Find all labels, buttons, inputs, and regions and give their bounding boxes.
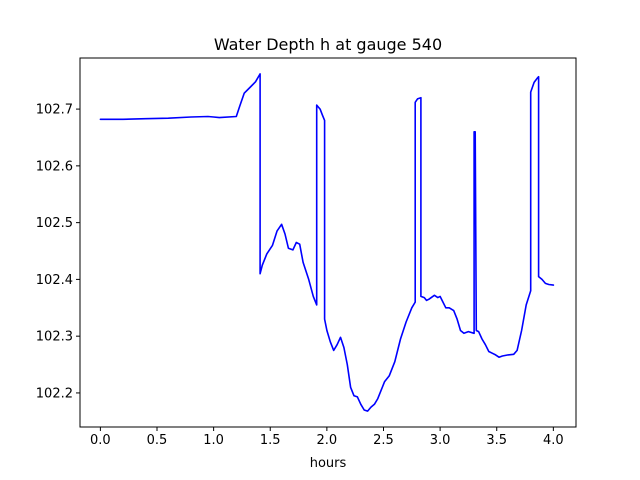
x-tick-label: 2.0 [317, 433, 338, 448]
x-tick-label: 4.0 [543, 433, 564, 448]
series-line [99, 73, 555, 412]
y-tick-label: 102.2 [36, 386, 73, 401]
x-tick-label: 2.5 [373, 433, 394, 448]
x-tick-label: 1.0 [203, 433, 224, 448]
y-tick-label: 102.7 [36, 103, 73, 118]
x-tick-label: 0.5 [147, 433, 168, 448]
series-layer [99, 73, 555, 412]
x-axis-ticks: 0.0 0.5 1.0 1.5 2.0 2.5 3.0 3.5 4.0 [90, 427, 564, 448]
x-tick-label: 3.5 [486, 433, 507, 448]
y-tick-label: 102.3 [36, 330, 73, 345]
y-tick-label: 102.5 [36, 216, 73, 231]
chart-title: Water Depth h at gauge 540 [214, 35, 442, 54]
x-tick-label: 1.5 [260, 433, 281, 448]
x-axis-label: hours [310, 456, 347, 471]
y-axis-ticks: 102.2 102.3 102.4 102.5 102.6 102.7 [36, 103, 80, 401]
x-tick-label: 0.0 [90, 433, 111, 448]
plot-area-frame [79, 57, 577, 428]
x-tick-label: 3.0 [430, 433, 451, 448]
y-tick-label: 102.6 [36, 159, 73, 174]
y-tick-label: 102.4 [36, 273, 73, 288]
